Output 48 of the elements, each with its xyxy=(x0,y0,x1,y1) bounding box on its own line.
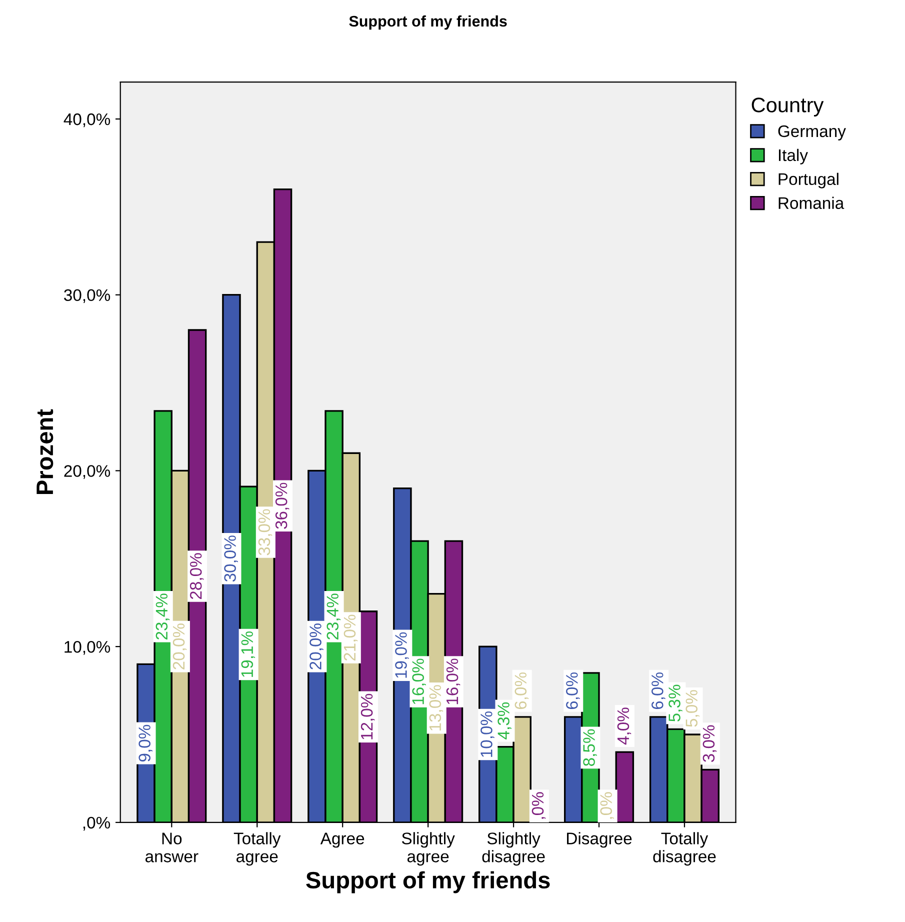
data-label: ,0% xyxy=(532,792,546,819)
data-label: ,0% xyxy=(600,792,614,819)
legend-title: Country xyxy=(752,98,824,116)
data-label: 3,0% xyxy=(702,725,717,762)
data-label: 23,4% xyxy=(156,594,170,640)
x-axis-title: Support of my friends xyxy=(306,871,550,894)
data-label: 6,0% xyxy=(652,672,666,710)
data-label: 12,0% xyxy=(360,694,375,740)
data-label: 19,1% xyxy=(241,631,256,677)
y-tick-label: 20,0% xyxy=(64,465,110,479)
y-tick-label: ,0% xyxy=(83,816,110,831)
data-label: 16,0% xyxy=(446,658,460,704)
data-label: 13,0% xyxy=(429,685,444,730)
chart-title: Support of my friends xyxy=(349,15,507,30)
x-tick-label: Disagree xyxy=(567,832,632,848)
data-label: 6,0% xyxy=(566,672,580,710)
x-tick-label: Slightly agree xyxy=(402,832,455,866)
data-label: 33,0% xyxy=(258,509,272,556)
data-label: 6,0% xyxy=(514,672,529,710)
data-label: 4,3% xyxy=(498,702,512,740)
legend-label: Romania xyxy=(778,196,844,210)
data-label: 28,0% xyxy=(190,553,204,600)
x-tick-label: Totally agree xyxy=(234,832,281,866)
legend-label: Germany xyxy=(778,125,846,140)
data-label: 21,0% xyxy=(344,614,358,661)
data-label: 5,0% xyxy=(686,690,700,727)
x-tick-label: Slightly disagree xyxy=(482,832,545,866)
data-label: 16,0% xyxy=(412,658,426,704)
data-label: 10,0% xyxy=(480,711,494,757)
data-label: 19,0% xyxy=(395,632,409,678)
y-axis-title: Prozent xyxy=(36,409,54,494)
data-label: 23,4% xyxy=(326,594,340,640)
data-label: 4,0% xyxy=(617,708,632,745)
data-label: 20,0% xyxy=(172,624,187,670)
data-label: 5,3% xyxy=(668,684,682,722)
x-tick-label: Agree xyxy=(320,832,364,848)
y-tick-label: 30,0% xyxy=(64,289,110,304)
x-tick-label: Totally disagree xyxy=(653,832,716,866)
data-label: 20,0% xyxy=(310,624,324,670)
y-tick-label: 40,0% xyxy=(64,113,110,128)
legend-label: Portugal xyxy=(778,172,838,188)
data-label: 9,0% xyxy=(138,724,152,762)
x-tick-label: No answer xyxy=(145,832,198,862)
data-label: 8,5% xyxy=(583,729,597,766)
legend-label: Italy xyxy=(778,148,808,164)
data-label: 30,0% xyxy=(224,536,238,582)
y-tick-label: 10,0% xyxy=(64,640,110,655)
data-label: 36,0% xyxy=(275,482,290,529)
